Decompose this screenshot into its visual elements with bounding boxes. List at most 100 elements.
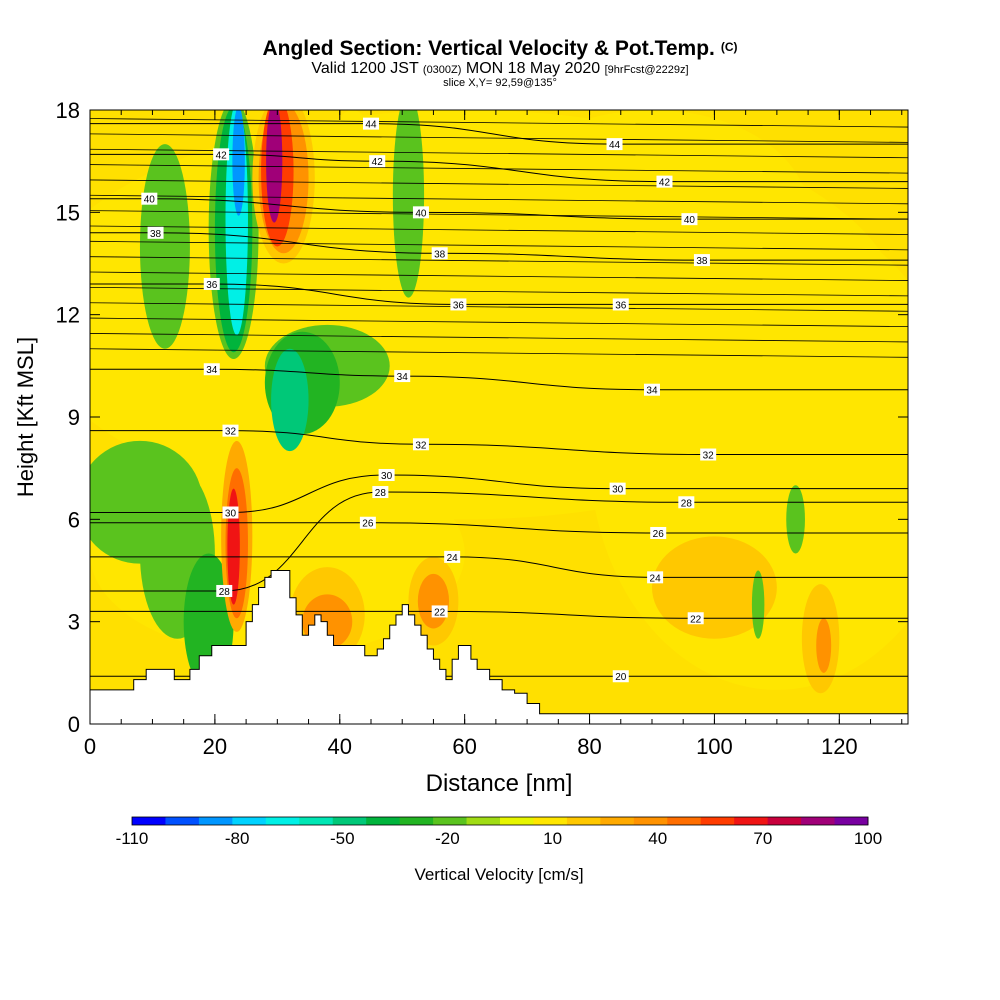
contour-label-text: 34 <box>206 365 218 376</box>
colorbar-swatch <box>132 817 166 825</box>
colorbar-swatch <box>332 817 367 825</box>
x-tick-label: 100 <box>696 734 733 759</box>
colorbar-swatch <box>801 817 836 825</box>
colorbar-tick-label: -20 <box>435 829 460 848</box>
contour-label: 28 <box>372 486 389 499</box>
contour-label: 30 <box>609 482 626 496</box>
velocity-region <box>139 144 190 349</box>
velocity-region <box>232 110 245 216</box>
contour-label: 22 <box>431 605 448 618</box>
isentrope-line <box>90 118 908 128</box>
colorbar-tick-label: -80 <box>225 829 250 848</box>
contour-label: 40 <box>681 213 698 226</box>
isentrope-34 <box>90 368 908 391</box>
valid-date: MON 18 May 2020 <box>465 60 601 77</box>
contour-label-bg <box>700 448 717 461</box>
colorbar-swatch <box>767 817 802 825</box>
contour-label-text: 40 <box>415 208 427 219</box>
contour-label-text: 38 <box>696 256 708 267</box>
contour-label-text: 40 <box>144 195 156 206</box>
contour-label-text: 40 <box>684 215 696 226</box>
isentrope-22 <box>90 610 908 619</box>
contour-label: 24 <box>444 550 461 564</box>
contour-label-text: 24 <box>650 573 662 584</box>
contour-label-text: 32 <box>225 427 237 438</box>
x-tick-label: 40 <box>328 734 352 759</box>
contour-label-bg <box>369 155 386 168</box>
utc-time: (0300Z) <box>422 64 462 76</box>
contour-label: 42 <box>656 175 673 189</box>
x-tick-label: 20 <box>203 734 227 759</box>
colorbar-swatch <box>633 817 668 825</box>
contour-label: 26 <box>650 526 667 540</box>
x-tick-label: 120 <box>821 734 858 759</box>
contour-label: 34 <box>394 370 411 383</box>
contour-label-bg <box>687 612 704 625</box>
contour-label: 42 <box>213 148 230 161</box>
velocity-region <box>651 536 777 639</box>
colorbar: -110 -80 -50 -20 10 40 70 100 <box>116 816 882 848</box>
colorbar-swatch <box>700 817 735 825</box>
isentrope-30 <box>90 474 908 514</box>
contour-label-text: 30 <box>381 471 393 482</box>
contour-label-bg <box>681 213 698 226</box>
y-tick-label: 15 <box>56 200 80 225</box>
contour-label-text: 34 <box>646 386 658 397</box>
colorbar-swatch <box>466 817 501 825</box>
contour-label-text: 24 <box>447 553 459 564</box>
isentrope-26 <box>90 522 908 534</box>
velocity-region <box>417 573 450 629</box>
chart-title: Angled Section: Vertical Velocity & Pot.… <box>0 37 1000 61</box>
colorbar-swatch <box>533 817 568 825</box>
contour-label-bg <box>222 424 239 437</box>
contour-label: 38 <box>147 226 164 240</box>
colorbar-swatch <box>165 817 200 825</box>
y-tick-label: 0 <box>68 712 80 737</box>
isentrope-line <box>90 286 908 297</box>
isentrope-24 <box>90 556 908 578</box>
plot-area: 44 44 42 42 42 40 40 40 38 38 38 36 36 36 34 34 34 32 32 32… <box>90 110 908 724</box>
colorbar-swatch <box>299 817 334 825</box>
colorbar-tick-label: 10 <box>543 829 562 848</box>
contour-label: 32 <box>412 438 429 451</box>
contour-label-bg <box>431 605 448 618</box>
colorbar-swatch <box>667 817 702 825</box>
colorbar-label: Vertical Velocity [cm/s] <box>414 865 583 884</box>
contour-label-text: 34 <box>397 372 409 383</box>
contour-label: 28 <box>216 584 233 598</box>
x-tick-label: 80 <box>577 734 601 759</box>
contour-label: 24 <box>647 571 664 584</box>
velocity-region <box>816 618 832 673</box>
velocity-region <box>786 485 805 554</box>
contour-label: 38 <box>431 247 448 260</box>
colorbar-swatch <box>500 817 534 825</box>
contour-label: 20 <box>612 670 629 683</box>
colorbar-swatch <box>265 817 300 825</box>
contour-label-bg <box>643 383 660 396</box>
contour-label-text: 30 <box>612 485 624 496</box>
colorbar-swatch <box>734 817 769 825</box>
isentrope-42 <box>90 153 908 183</box>
contour-label-bg <box>372 486 389 499</box>
contour-label-bg <box>444 550 461 563</box>
x-axis-label: Distance [nm] <box>426 770 573 797</box>
contour-label: 44 <box>362 117 379 131</box>
colorbar-tick-label: 100 <box>854 829 882 848</box>
isentrope-line <box>90 302 908 312</box>
contour-label-text: 22 <box>690 614 702 625</box>
contour-label: 26 <box>359 516 376 530</box>
isentrope-line <box>90 348 908 358</box>
y-tick-label: 18 <box>56 98 80 123</box>
contour-label-bg <box>216 584 233 597</box>
colorbar-tick-label: -50 <box>330 829 355 848</box>
contour-label-text: 38 <box>434 249 446 260</box>
contour-label-bg <box>378 468 395 481</box>
contour-label-text: 22 <box>434 607 446 618</box>
colorbar-swatch <box>198 817 233 825</box>
contour-label-text: 36 <box>615 300 627 311</box>
contour-label-text: 44 <box>609 140 621 151</box>
contour-label-bg <box>359 516 376 529</box>
contour-label: 44 <box>606 138 623 151</box>
